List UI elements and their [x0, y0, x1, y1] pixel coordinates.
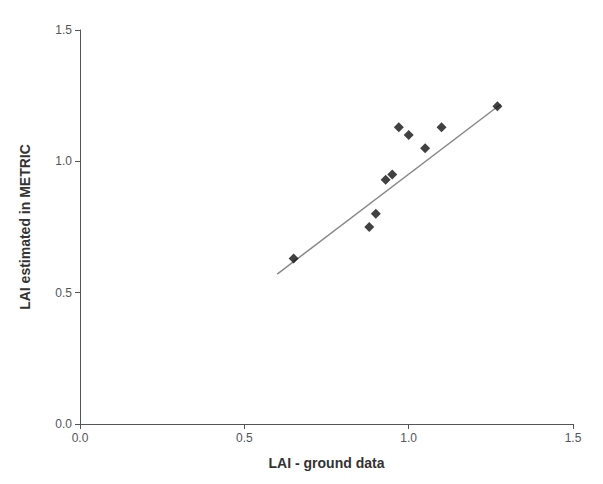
svg-text:1.0: 1.0: [55, 154, 72, 168]
svg-text:1.5: 1.5: [55, 23, 72, 37]
svg-text:0.0: 0.0: [55, 417, 72, 431]
svg-text:0.0: 0.0: [72, 431, 89, 445]
svg-text:0.5: 0.5: [236, 431, 253, 445]
svg-text:0.5: 0.5: [55, 286, 72, 300]
svg-text:1.0: 1.0: [400, 431, 417, 445]
svg-text:1.5: 1.5: [565, 431, 582, 445]
svg-text:LAI - ground data: LAI - ground data: [269, 455, 385, 471]
svg-text:LAI estimated in METRIC: LAI estimated in METRIC: [17, 144, 33, 310]
